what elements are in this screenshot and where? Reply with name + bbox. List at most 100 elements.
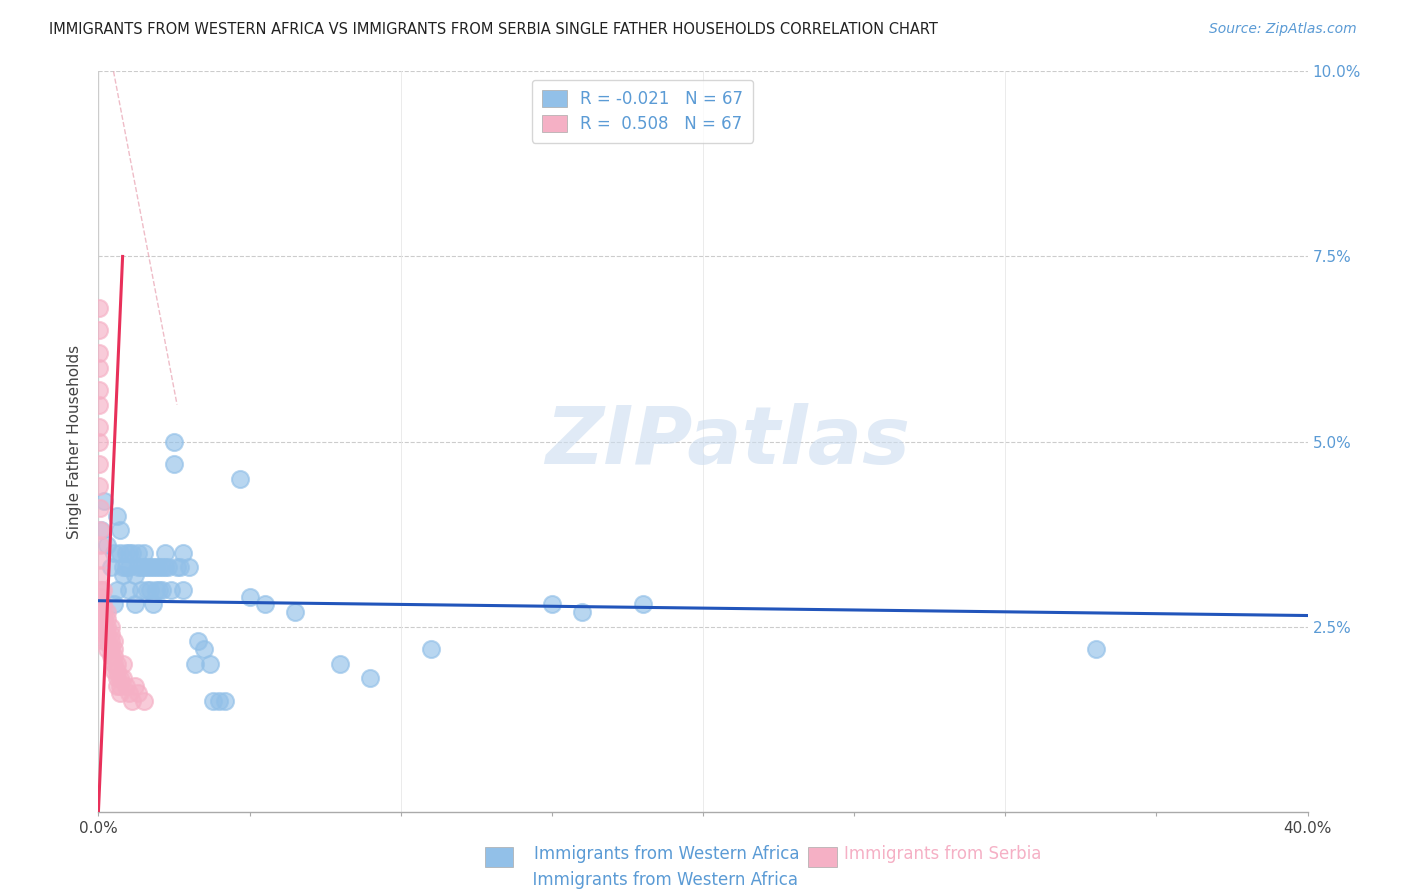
Point: [93, 619, 115, 633]
Point: [139, 560, 162, 574]
Point: [89, 457, 111, 471]
Point: [108, 672, 131, 686]
Point: [90, 612, 112, 626]
Point: [89, 501, 111, 516]
Point: [90, 605, 112, 619]
Point: [121, 694, 143, 708]
Point: [103, 649, 125, 664]
Point: [179, 560, 201, 574]
Point: [229, 472, 252, 486]
Point: [93, 605, 115, 619]
Point: [114, 560, 136, 574]
Point: [105, 657, 128, 671]
Point: [253, 598, 276, 612]
Point: [127, 560, 149, 574]
Point: [127, 686, 149, 700]
Point: [118, 545, 141, 560]
Point: [105, 672, 128, 686]
Point: [172, 545, 194, 560]
Point: [89, 598, 111, 612]
Point: [96, 634, 118, 648]
Point: [89, 538, 111, 552]
Point: [160, 582, 183, 597]
Point: [87, 345, 110, 359]
Point: [135, 582, 157, 597]
Point: [145, 560, 167, 574]
Point: [100, 619, 122, 633]
Point: [93, 634, 115, 648]
Point: [118, 582, 141, 597]
Point: [129, 582, 152, 597]
Point: [103, 545, 125, 560]
Point: [108, 524, 131, 538]
Point: [202, 694, 225, 708]
Point: [100, 649, 122, 664]
Point: [89, 479, 111, 493]
Point: [142, 598, 165, 612]
Point: [150, 560, 173, 574]
Point: [87, 324, 110, 338]
Point: [105, 679, 128, 693]
Point: [87, 398, 110, 412]
Point: [118, 686, 141, 700]
Point: [124, 679, 146, 693]
Point: [135, 560, 157, 574]
Point: [105, 508, 128, 523]
Point: [90, 612, 112, 626]
Point: [148, 582, 170, 597]
Point: [93, 627, 115, 641]
Point: [121, 545, 143, 560]
Point: [163, 457, 186, 471]
Point: [114, 679, 136, 693]
Point: [105, 582, 128, 597]
Point: [89, 524, 111, 538]
Point: [108, 679, 131, 693]
Point: [90, 582, 112, 597]
Point: [214, 694, 236, 708]
Point: [124, 598, 146, 612]
Point: [540, 598, 562, 612]
Point: [89, 567, 111, 582]
Point: [145, 582, 167, 597]
Point: [142, 560, 165, 574]
Point: [156, 560, 179, 574]
Point: [108, 545, 131, 560]
Point: [200, 657, 222, 671]
Point: [90, 612, 112, 626]
Point: [118, 560, 141, 574]
Point: [420, 641, 443, 656]
Point: [96, 619, 118, 633]
Point: [184, 657, 207, 671]
Point: [96, 605, 118, 619]
Point: [208, 694, 231, 708]
Point: [139, 582, 162, 597]
Point: [100, 641, 122, 656]
Text: ZIPatlas: ZIPatlas: [544, 402, 910, 481]
Point: [132, 545, 155, 560]
Point: [103, 598, 125, 612]
Point: [239, 590, 262, 604]
Point: [90, 598, 112, 612]
Point: [100, 560, 122, 574]
Point: [127, 545, 149, 560]
Text: IMMIGRANTS FROM WESTERN AFRICA VS IMMIGRANTS FROM SERBIA SINGLE FATHER HOUSEHOLD: IMMIGRANTS FROM WESTERN AFRICA VS IMMIGR…: [49, 22, 938, 37]
Point: [108, 686, 131, 700]
Text: Immigrants from Serbia: Immigrants from Serbia: [844, 846, 1040, 863]
Point: [166, 560, 188, 574]
Point: [169, 560, 191, 574]
Point: [631, 598, 654, 612]
Point: [571, 605, 593, 619]
Point: [96, 641, 118, 656]
Point: [103, 664, 125, 678]
Point: [89, 582, 111, 597]
Point: [114, 545, 136, 560]
Point: [124, 567, 146, 582]
Legend: R = -0.021   N = 67, R =  0.508   N = 67: R = -0.021 N = 67, R = 0.508 N = 67: [531, 79, 754, 143]
Point: [193, 641, 215, 656]
Text: Immigrants from Western Africa: Immigrants from Western Africa: [534, 846, 800, 863]
Point: [90, 598, 112, 612]
Point: [87, 301, 110, 316]
Point: [93, 493, 115, 508]
Point: [103, 641, 125, 656]
Point: [129, 560, 152, 574]
